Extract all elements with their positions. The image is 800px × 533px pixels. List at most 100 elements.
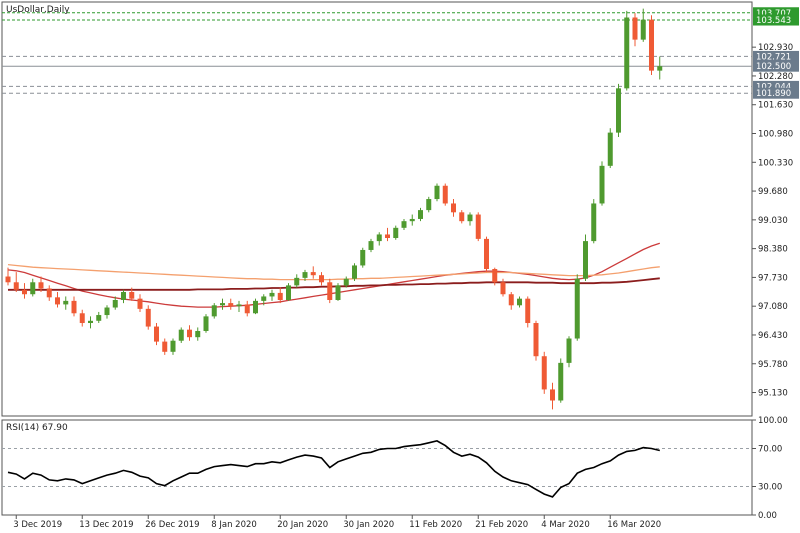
candle-body	[310, 272, 316, 276]
candle-body	[253, 300, 258, 314]
bullish-candle	[657, 56, 663, 80]
candle-body	[121, 292, 126, 300]
candle-body	[30, 282, 36, 295]
candle-body	[38, 282, 44, 289]
bullish-candle	[624, 10, 630, 91]
bearish-candle	[500, 278, 506, 297]
bearish-candle	[145, 305, 151, 330]
date-axis: 3 Dec 2019 13 Dec 2019 26 Dec 2019 8 Jan 20…	[13, 515, 661, 530]
candle-body	[63, 300, 69, 305]
price-tick-label: 100.980	[758, 130, 793, 140]
candle-body	[352, 265, 357, 279]
candle-body	[343, 278, 349, 286]
bearish-candle	[154, 323, 159, 346]
bearish-candle	[38, 276, 44, 293]
bearish-candle	[162, 338, 168, 355]
bearish-candle	[525, 296, 531, 328]
candle-body	[55, 297, 60, 305]
date-tick-label: 8 Jan 2020	[211, 520, 257, 530]
bearish-candle	[46, 285, 52, 301]
date-tick-label: 16 Mar 2020	[607, 520, 661, 530]
bullish-candle	[195, 327, 201, 341]
bullish-candle	[409, 214, 415, 226]
bullish-candle	[376, 232, 382, 246]
bearish-candle	[244, 300, 250, 317]
candle-body	[154, 326, 159, 342]
candle-body	[211, 305, 217, 317]
candle-body	[517, 298, 522, 306]
bearish-candle	[459, 210, 465, 224]
bearish-candle	[137, 294, 143, 312]
bullish-candle	[393, 225, 399, 240]
price-tick-label: 95.130	[758, 389, 788, 399]
price-tag-box	[753, 60, 799, 72]
bullish-candle	[583, 234, 588, 281]
bullish-candle	[566, 336, 572, 368]
bullish-candle	[170, 338, 176, 355]
candle-body	[104, 307, 110, 316]
candle-body	[294, 277, 300, 286]
candle-body	[583, 241, 588, 279]
bearish-candle	[277, 287, 283, 304]
price-pane[interactable]	[1, 1, 753, 417]
candle-body	[500, 282, 506, 295]
bearish-candle	[22, 283, 27, 299]
price-tick-label: 96.430	[758, 331, 788, 341]
candle-body	[376, 234, 382, 242]
candle-body	[418, 210, 423, 219]
price-tick-label: 98.380	[758, 245, 788, 255]
date-tick-label: 26 Dec 2019	[145, 520, 199, 530]
bullish-candle	[220, 298, 225, 310]
bearish-candle	[442, 183, 448, 206]
candle-body	[277, 292, 283, 300]
date-tick-label: 21 Feb 2020	[475, 520, 528, 530]
candle-body	[162, 341, 168, 352]
price-tag-box	[753, 50, 799, 62]
bullish-candle	[368, 238, 374, 253]
bullish-candle	[558, 358, 564, 403]
date-tick-label: 13 Dec 2019	[79, 520, 133, 530]
candle-body	[335, 285, 341, 300]
candle-body	[533, 323, 539, 357]
price-tick-label: 97.730	[758, 273, 788, 283]
candle-body	[368, 241, 374, 250]
candle-body	[228, 303, 234, 307]
rsi-tick-label: 0.00	[758, 511, 777, 521]
candle-body	[467, 214, 473, 222]
candle-body	[640, 19, 646, 40]
bullish-candle	[302, 269, 308, 281]
bearish-candle	[187, 325, 192, 341]
bearish-candle	[475, 212, 481, 242]
candle-body	[525, 298, 531, 324]
candle-body	[129, 292, 135, 299]
candle-body	[22, 289, 27, 295]
bullish-candle	[88, 316, 93, 329]
rsi-tick-label: 70.00	[758, 445, 782, 455]
bearish-candle	[385, 227, 390, 242]
date-tick-label: 4 Mar 2020	[541, 520, 589, 530]
candle-body	[442, 185, 448, 204]
bearish-candle	[632, 13, 638, 47]
candle-body	[236, 304, 242, 307]
candle-body	[459, 212, 465, 222]
candle-body	[360, 249, 366, 266]
bullish-candle	[178, 327, 184, 343]
bullish-candle	[352, 263, 357, 281]
candle-body	[401, 221, 407, 228]
rsi-pane[interactable]	[1, 419, 753, 516]
bullish-candle	[294, 274, 300, 288]
bullish-candle	[467, 212, 473, 226]
price-tag-label: 102.500	[756, 62, 791, 72]
price-tick-label: 97.080	[758, 302, 788, 312]
rsi-pane-frame	[1, 419, 753, 516]
price-pane-frame	[1, 1, 753, 417]
bearish-candle	[71, 296, 77, 317]
candle-body	[657, 66, 663, 71]
candle-body	[409, 218, 415, 222]
candle-body	[13, 282, 19, 290]
candle-body	[244, 304, 250, 314]
candle-body	[574, 278, 580, 339]
candle-body	[220, 303, 225, 306]
candle-body	[46, 288, 52, 298]
price-tick-label: 99.030	[758, 216, 788, 226]
